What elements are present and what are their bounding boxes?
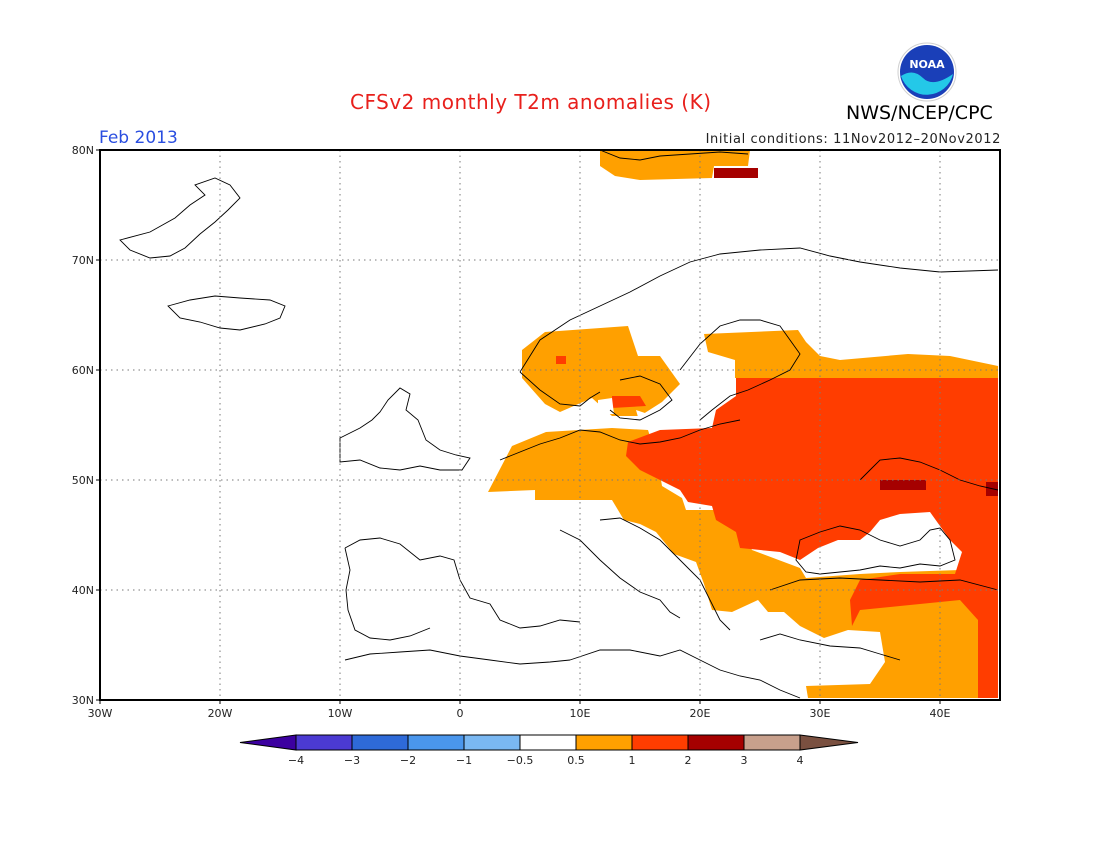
forecast-month: Feb 2013 [99,128,178,148]
colorbar-bin [687,734,745,751]
colorbar-label: 3 [741,754,748,767]
colorbar-bin [407,734,465,751]
colorbar-bin [295,734,353,751]
lon-tick-label: 30W [88,707,113,720]
colorbar-bin [463,734,521,751]
colorbar-bin [351,734,409,751]
gridlines [100,150,1000,700]
colorbar-label: −0.5 [507,754,534,767]
lon-tick-label: 20W [208,707,233,720]
colorbar-label: 1 [629,754,636,767]
anomaly-fields [488,150,998,698]
map-frame [99,149,1001,701]
colorbar-max-arrow [799,734,859,751]
lat-tick-label: 30N [72,694,94,707]
anomaly-0.5-1-field [488,150,998,698]
agency-label: NWS/NCEP/CPC [846,102,993,124]
lon-tick-label: 30E [810,707,831,720]
lon-tick-label: 10W [328,707,353,720]
colorbar-label: −4 [288,754,304,767]
colorbar-label: −2 [400,754,416,767]
logo-text: NOAA [909,58,945,71]
colorbar-bin [631,734,689,751]
colorbar-label: −3 [344,754,360,767]
lat-tick-label: 80N [72,144,94,157]
lat-tick-label: 60N [72,364,94,377]
colorbar-label: −1 [456,754,472,767]
colorbar-min-arrow [239,734,297,751]
colorbar-label: 0.5 [567,754,585,767]
lon-tick-label: 40E [930,707,951,720]
noaa-logo-icon: NOAA [897,42,957,102]
lon-tick-label: 0 [457,707,464,720]
colorbar-bin [519,734,577,751]
lon-tick-label: 10E [570,707,591,720]
lat-tick-label: 70N [72,254,94,267]
colorbar-label: 2 [685,754,692,767]
anomaly-1-2-field [556,356,998,698]
colorbar-legend: −4 −3 −2 −1 −0.5 0.5 1 2 3 4 [239,734,859,767]
lat-tick-label: 50N [72,474,94,487]
lon-tick-label: 20E [690,707,711,720]
map-title: CFSv2 monthly T2m anomalies (K) [350,90,712,114]
colorbar-label: 4 [797,754,804,767]
colorbar-bin [575,734,633,751]
colorbar-bin [743,734,801,751]
lat-tick-label: 40N [72,584,94,597]
initial-conditions: Initial conditions: 11Nov2012–20Nov2012 [705,132,1001,147]
